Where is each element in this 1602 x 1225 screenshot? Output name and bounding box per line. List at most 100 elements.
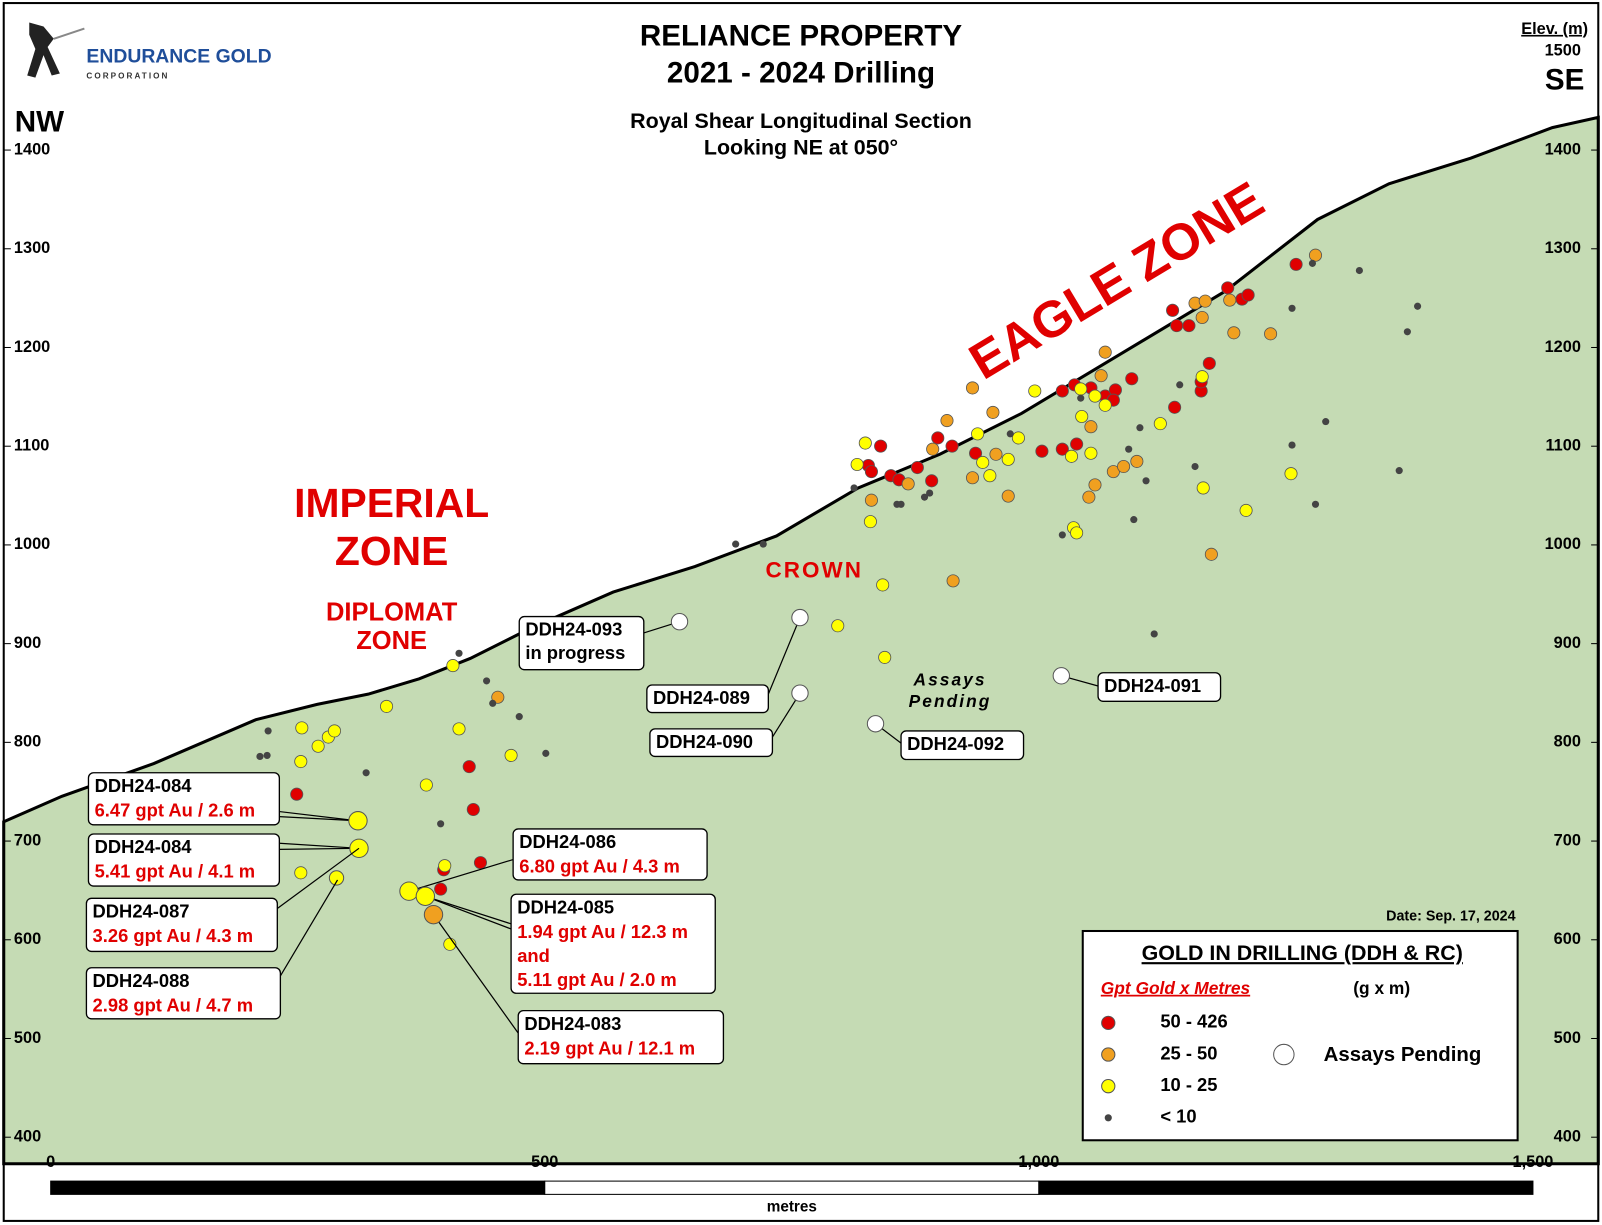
intercept xyxy=(311,739,325,753)
hole-id: DDH24-091 xyxy=(1104,675,1201,696)
intercept xyxy=(1130,454,1144,468)
intercept xyxy=(290,787,304,801)
assay-result: 3.26 gpt Au / 4.3 m xyxy=(93,925,254,946)
intercept xyxy=(295,721,309,735)
elev-top: 1500 xyxy=(1545,41,1581,59)
intercept xyxy=(1221,281,1235,295)
callout-box xyxy=(517,1009,725,1065)
callout-box xyxy=(87,772,281,826)
intercept xyxy=(1055,442,1069,456)
logo-sub: CORPORATION xyxy=(86,72,169,81)
y-tick-label: 500 xyxy=(14,1029,41,1047)
intercept xyxy=(1153,417,1167,431)
intercept xyxy=(473,856,487,870)
intercept xyxy=(263,751,271,759)
callout-box xyxy=(649,728,774,758)
intercept xyxy=(1088,478,1102,492)
intercept xyxy=(1006,430,1014,438)
callout-box xyxy=(1097,672,1222,702)
intercept xyxy=(1355,266,1363,275)
intercept xyxy=(294,755,308,769)
legend-swatch xyxy=(1101,1079,1116,1094)
legend-label: < 10 xyxy=(1160,1106,1196,1127)
scale-tick: 1,000 xyxy=(1018,1153,1059,1171)
intercept xyxy=(864,493,878,507)
callout-box xyxy=(512,828,708,881)
callout-box xyxy=(510,893,716,994)
intercept xyxy=(1088,389,1102,403)
pending-hole xyxy=(670,613,689,631)
assay-result: 1.94 gpt Au / 12.3 m xyxy=(517,921,688,942)
intercept xyxy=(1195,310,1209,325)
direction: SE xyxy=(1545,63,1584,96)
intercept xyxy=(864,465,878,479)
y-tick-label: 1000 xyxy=(14,535,50,553)
intercept xyxy=(1223,293,1237,307)
callout-box xyxy=(87,833,281,887)
intercept xyxy=(1284,467,1298,481)
intercept xyxy=(989,447,1003,461)
y-tick-label: 700 xyxy=(1554,831,1581,849)
intercept xyxy=(931,431,945,445)
y-tick-label: 800 xyxy=(14,733,41,751)
intercept xyxy=(264,727,272,735)
zone-label: IMPERIAL xyxy=(294,480,489,526)
scale-segment xyxy=(544,1180,1040,1195)
intercept xyxy=(1058,531,1066,539)
callout-box xyxy=(900,730,1025,761)
hole-id: DDH24-090 xyxy=(656,731,753,752)
y-tick-label: 900 xyxy=(1554,634,1581,652)
y-tick-label: 1200 xyxy=(1545,338,1581,356)
intercept xyxy=(1288,441,1296,449)
intercept xyxy=(1264,327,1278,341)
intercept xyxy=(1011,431,1025,445)
intercept xyxy=(969,446,983,460)
intercept xyxy=(1001,452,1015,466)
intercept xyxy=(1150,630,1158,638)
logo-figure xyxy=(27,22,60,78)
zone-label: ZONE xyxy=(356,627,427,655)
intercept xyxy=(926,442,940,456)
leader-line xyxy=(279,847,359,850)
y-tick-label: 1200 xyxy=(14,338,50,356)
scale-tick: 500 xyxy=(531,1153,558,1171)
hole-id: DDH24-085 xyxy=(517,896,614,917)
intercept xyxy=(438,859,452,873)
intercept xyxy=(1204,547,1218,561)
zone-label: Assays xyxy=(913,669,987,689)
intercept xyxy=(876,578,890,592)
title: RELIANCE PROPERTY xyxy=(640,20,963,53)
y-tick-label: 600 xyxy=(1554,930,1581,948)
intercept xyxy=(466,802,480,817)
intercept xyxy=(1098,398,1112,412)
hole-id: DDH24-092 xyxy=(907,733,1004,754)
leader-line xyxy=(279,810,358,822)
intercept xyxy=(399,881,419,901)
y-tick-label: 1300 xyxy=(14,239,50,257)
intercept xyxy=(874,439,888,453)
intercept xyxy=(455,649,463,657)
y-tick-label: 1100 xyxy=(1545,437,1580,455)
legend-swatch xyxy=(1101,1015,1116,1031)
assay-result: and xyxy=(517,945,550,966)
intercept xyxy=(483,677,491,685)
hole-id: DDH24-089 xyxy=(653,687,750,708)
leader-line xyxy=(425,895,512,930)
legend-swatch xyxy=(1273,1043,1295,1066)
intercept xyxy=(1198,294,1212,308)
y-tick-label: 1400 xyxy=(14,140,50,158)
callout-box xyxy=(518,615,645,671)
intercept xyxy=(1084,446,1098,460)
leader-line xyxy=(276,847,360,910)
intercept xyxy=(380,699,394,713)
intercept xyxy=(348,811,368,831)
intercept xyxy=(1130,516,1138,524)
subtitle: Looking NE at 050° xyxy=(704,136,898,160)
intercept xyxy=(878,650,892,664)
intercept xyxy=(542,749,550,757)
y-tick-label: 400 xyxy=(1554,1128,1581,1146)
intercept xyxy=(1170,319,1184,333)
intercept xyxy=(732,540,740,548)
intercept xyxy=(491,690,505,704)
